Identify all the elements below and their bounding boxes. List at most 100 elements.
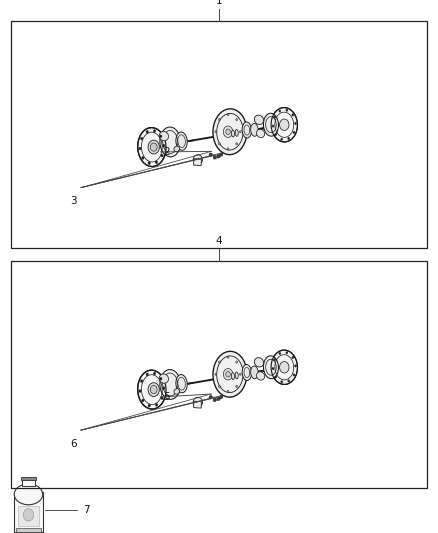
Bar bbox=[11, 261, 427, 488]
Ellipse shape bbox=[138, 127, 166, 166]
Text: 7: 7 bbox=[83, 505, 90, 515]
Circle shape bbox=[153, 372, 155, 375]
Circle shape bbox=[153, 130, 155, 132]
Circle shape bbox=[281, 381, 283, 383]
Ellipse shape bbox=[257, 372, 265, 380]
Circle shape bbox=[227, 356, 229, 358]
Circle shape bbox=[220, 154, 222, 156]
Ellipse shape bbox=[176, 132, 187, 150]
Circle shape bbox=[286, 109, 288, 111]
Circle shape bbox=[223, 368, 233, 380]
Circle shape bbox=[239, 373, 241, 375]
Circle shape bbox=[236, 118, 238, 120]
Ellipse shape bbox=[271, 350, 297, 384]
Circle shape bbox=[226, 129, 230, 134]
Bar bbox=[22, 481, 35, 487]
Circle shape bbox=[141, 137, 143, 140]
Circle shape bbox=[218, 155, 219, 158]
Text: 5: 5 bbox=[163, 392, 170, 402]
Bar bbox=[194, 401, 201, 408]
Ellipse shape bbox=[176, 375, 187, 393]
Text: 4: 4 bbox=[215, 236, 223, 246]
Circle shape bbox=[148, 405, 150, 407]
Bar bbox=[14, 491, 43, 532]
Circle shape bbox=[227, 148, 229, 150]
Ellipse shape bbox=[251, 124, 258, 136]
Ellipse shape bbox=[213, 109, 247, 155]
Ellipse shape bbox=[242, 122, 251, 138]
Ellipse shape bbox=[257, 129, 265, 138]
Circle shape bbox=[146, 131, 148, 133]
Ellipse shape bbox=[235, 372, 238, 379]
Ellipse shape bbox=[254, 115, 264, 125]
Circle shape bbox=[148, 162, 150, 165]
Circle shape bbox=[288, 380, 290, 382]
Bar bbox=[11, 21, 427, 248]
Ellipse shape bbox=[174, 146, 180, 152]
Text: 2: 2 bbox=[163, 147, 170, 157]
Circle shape bbox=[279, 352, 281, 354]
Circle shape bbox=[275, 376, 277, 378]
Circle shape bbox=[162, 144, 165, 147]
Circle shape bbox=[279, 110, 281, 112]
Circle shape bbox=[292, 114, 294, 116]
Circle shape bbox=[220, 396, 222, 398]
Circle shape bbox=[148, 140, 159, 154]
Ellipse shape bbox=[213, 351, 247, 397]
Ellipse shape bbox=[217, 397, 220, 400]
Ellipse shape bbox=[271, 108, 297, 142]
Circle shape bbox=[239, 131, 241, 133]
Bar bbox=[194, 159, 201, 166]
Ellipse shape bbox=[242, 365, 251, 381]
Circle shape bbox=[155, 161, 158, 164]
Circle shape bbox=[275, 133, 277, 136]
Circle shape bbox=[215, 373, 217, 375]
Circle shape bbox=[227, 114, 229, 116]
Circle shape bbox=[142, 399, 144, 402]
Circle shape bbox=[227, 390, 229, 393]
Circle shape bbox=[148, 383, 159, 397]
Circle shape bbox=[292, 357, 294, 359]
Ellipse shape bbox=[219, 395, 223, 399]
Ellipse shape bbox=[213, 156, 216, 159]
Text: 3: 3 bbox=[70, 196, 77, 206]
Circle shape bbox=[223, 126, 233, 138]
Circle shape bbox=[141, 379, 143, 383]
Circle shape bbox=[274, 359, 276, 361]
Circle shape bbox=[281, 138, 283, 140]
Ellipse shape bbox=[159, 374, 169, 383]
Circle shape bbox=[214, 156, 216, 159]
Ellipse shape bbox=[159, 132, 169, 141]
Circle shape bbox=[142, 157, 144, 159]
Circle shape bbox=[160, 377, 162, 380]
Text: 6: 6 bbox=[70, 439, 77, 449]
Circle shape bbox=[139, 390, 141, 392]
Ellipse shape bbox=[231, 130, 234, 137]
Circle shape bbox=[155, 403, 158, 406]
Circle shape bbox=[219, 385, 220, 387]
Bar bbox=[16, 529, 41, 532]
Circle shape bbox=[236, 385, 238, 387]
Circle shape bbox=[161, 154, 163, 157]
Ellipse shape bbox=[251, 366, 258, 379]
Ellipse shape bbox=[235, 130, 238, 136]
Ellipse shape bbox=[219, 153, 223, 156]
Circle shape bbox=[210, 154, 212, 156]
Ellipse shape bbox=[231, 373, 234, 379]
Circle shape bbox=[295, 365, 297, 367]
Ellipse shape bbox=[160, 127, 180, 157]
Ellipse shape bbox=[14, 484, 43, 505]
Circle shape bbox=[146, 373, 148, 376]
Ellipse shape bbox=[193, 155, 203, 164]
Circle shape bbox=[288, 138, 290, 140]
Ellipse shape bbox=[209, 153, 212, 156]
Circle shape bbox=[150, 385, 157, 394]
Circle shape bbox=[139, 147, 141, 150]
Ellipse shape bbox=[193, 397, 203, 407]
Circle shape bbox=[160, 135, 162, 138]
Circle shape bbox=[279, 361, 289, 373]
Circle shape bbox=[279, 119, 289, 131]
Circle shape bbox=[293, 131, 295, 134]
Circle shape bbox=[274, 116, 276, 118]
Ellipse shape bbox=[160, 369, 180, 399]
